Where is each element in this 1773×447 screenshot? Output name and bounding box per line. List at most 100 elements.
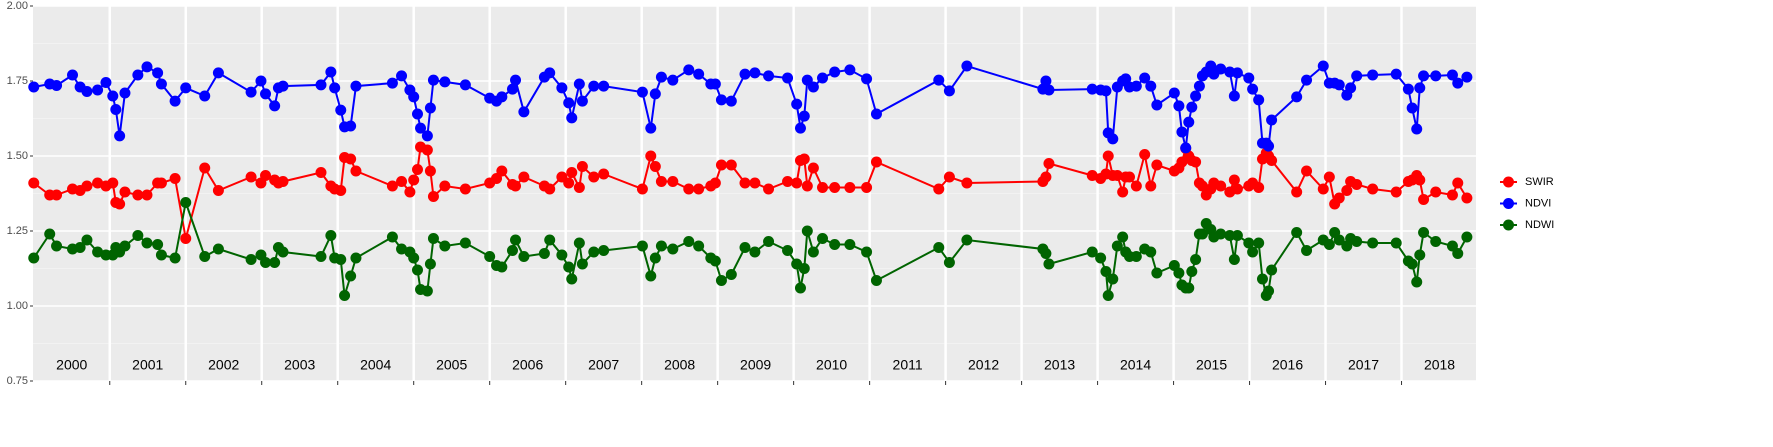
data-point: [1186, 101, 1198, 113]
data-point: [636, 240, 648, 252]
data-point: [576, 95, 588, 107]
data-point: [114, 130, 126, 142]
data-point: [1406, 258, 1418, 270]
data-point: [870, 275, 882, 286]
data-point: [315, 167, 327, 178]
data-point: [1253, 237, 1265, 249]
data-point: [74, 242, 86, 253]
data-point: [180, 82, 192, 94]
data-point: [588, 80, 600, 92]
data-point: [1117, 186, 1129, 198]
data-point: [598, 80, 610, 92]
data-point: [212, 67, 224, 79]
data-point: [693, 68, 705, 80]
data-point: [739, 68, 751, 80]
data-point: [1406, 102, 1418, 114]
data-point: [1168, 87, 1180, 99]
year-label: 2011: [893, 357, 923, 373]
data-point: [1100, 266, 1112, 277]
data-point: [1351, 70, 1363, 82]
data-point: [870, 156, 882, 168]
data-point: [861, 73, 873, 85]
data-point: [1341, 185, 1353, 196]
data-point: [566, 167, 578, 178]
data-point: [1186, 266, 1198, 277]
data-point: [245, 86, 257, 98]
data-point: [1130, 180, 1142, 192]
data-point: [1176, 126, 1188, 138]
data-point: [1461, 192, 1473, 204]
data-point: [119, 240, 131, 252]
data-point: [269, 100, 281, 112]
data-point: [563, 177, 575, 189]
data-point: [325, 66, 337, 78]
data-point: [763, 70, 775, 82]
data-point: [199, 251, 211, 262]
data-point: [829, 66, 841, 78]
data-point: [1414, 249, 1426, 261]
year-label: 2016: [1272, 357, 1303, 373]
data-point: [1095, 252, 1107, 264]
data-point: [801, 225, 813, 237]
legend-label: NDWI: [1525, 219, 1554, 231]
data-point: [260, 170, 272, 181]
data-point: [1253, 182, 1265, 193]
data-point: [693, 240, 705, 252]
data-point: [782, 176, 794, 187]
data-point: [791, 98, 803, 110]
data-point: [961, 177, 973, 189]
data-point: [404, 186, 416, 198]
data-point: [739, 177, 751, 189]
data-point: [459, 183, 471, 195]
data-point: [1043, 84, 1055, 96]
data-point: [667, 176, 679, 187]
data-point: [715, 275, 727, 286]
data-point: [645, 150, 657, 162]
data-point: [817, 72, 829, 84]
data-point: [396, 176, 408, 187]
data-point: [132, 69, 144, 81]
data-point: [141, 61, 153, 73]
data-point: [725, 269, 737, 280]
data-point: [566, 273, 578, 285]
data-point: [81, 180, 93, 192]
data-point: [396, 243, 408, 255]
data-point: [1266, 155, 1278, 166]
year-label: 2007: [588, 357, 619, 373]
data-point: [81, 234, 93, 246]
data-point: [1414, 82, 1426, 94]
data-point: [396, 70, 408, 82]
data-point: [794, 282, 806, 294]
data-point: [683, 64, 695, 76]
data-point: [1040, 171, 1052, 183]
year-label: 2005: [436, 357, 467, 373]
data-point: [573, 237, 585, 249]
data-point: [44, 228, 56, 240]
data-point: [1228, 90, 1240, 102]
data-point: [325, 230, 337, 241]
data-point: [1418, 194, 1430, 205]
data-point: [107, 177, 119, 189]
data-point: [1117, 231, 1129, 243]
data-point: [100, 77, 112, 88]
year-label: 2010: [816, 357, 847, 373]
data-point: [424, 258, 436, 270]
legend-marker: [1503, 198, 1514, 209]
data-point: [386, 77, 398, 89]
data-point: [1139, 72, 1151, 84]
data-point: [1228, 254, 1240, 265]
data-point: [861, 246, 873, 258]
data-point: [141, 189, 153, 201]
data-point: [277, 246, 289, 258]
y-tick-label: 2.00: [7, 0, 28, 12]
data-point: [335, 185, 347, 196]
data-point: [1111, 240, 1123, 252]
data-point: [1247, 246, 1259, 258]
data-point: [1263, 285, 1275, 297]
data-point: [459, 237, 471, 249]
data-point: [1253, 94, 1265, 106]
data-point: [510, 74, 522, 86]
data-point: [496, 261, 508, 273]
data-point: [92, 246, 104, 258]
data-point: [598, 168, 610, 180]
